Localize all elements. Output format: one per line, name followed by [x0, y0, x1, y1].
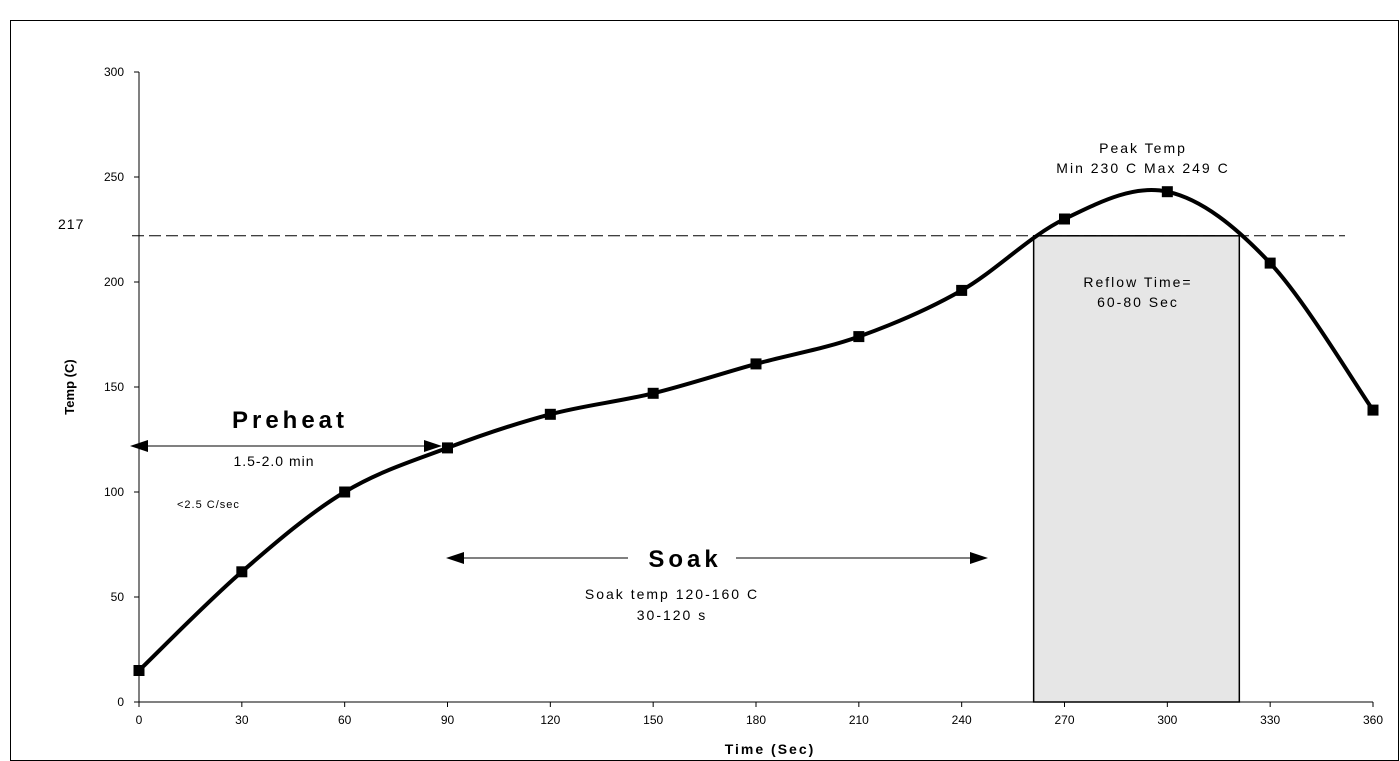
soak-arrow-left-head — [446, 552, 464, 564]
x-tick-label: 90 — [441, 713, 455, 727]
reflow-time-range: 60-80 Sec — [1097, 294, 1179, 310]
x-tick-label: 330 — [1260, 713, 1280, 727]
data-point — [1161, 186, 1173, 198]
x-tick-label: 120 — [540, 713, 560, 727]
x-tick-label: 210 — [849, 713, 869, 727]
data-point — [1367, 404, 1379, 416]
data-point — [133, 665, 145, 676]
reflow-time-label: Reflow Time= — [1083, 274, 1192, 290]
data-point — [853, 331, 865, 343]
soak-title: Soak — [648, 546, 721, 573]
peak-temp-range: Min 230 C Max 249 C — [1056, 160, 1229, 176]
reference-line-label: 217 — [58, 216, 84, 232]
preheat-arrow-right-head — [424, 440, 442, 452]
y-axis-title: Temp (C) — [62, 359, 77, 414]
data-point — [544, 408, 556, 420]
x-tick-label: 240 — [952, 713, 972, 727]
y-tick-label: 250 — [104, 170, 124, 184]
x-tick-label: 60 — [338, 713, 352, 727]
y-tick-label: 50 — [111, 590, 125, 604]
data-point — [236, 566, 248, 578]
y-tick-label: 300 — [104, 65, 124, 79]
x-tick-label: 0 — [136, 713, 143, 727]
data-point — [1059, 213, 1070, 225]
preheat-duration: 1.5-2.0 min — [233, 453, 314, 469]
x-axis-title: Time (Sec) — [725, 741, 816, 757]
peak-temp-title: Peak Temp — [1099, 140, 1187, 156]
data-point-markers — [133, 186, 1379, 676]
x-tick-label: 270 — [1054, 713, 1074, 727]
soak-arrow-right-head — [970, 552, 988, 564]
x-tick-label: 180 — [746, 713, 766, 727]
x-tick-label: 360 — [1363, 713, 1383, 727]
soak-temp: Soak temp 120-160 C — [585, 586, 759, 602]
x-tick-label: 300 — [1157, 713, 1177, 727]
data-point — [339, 486, 351, 498]
y-tick-label: 0 — [117, 695, 124, 709]
data-point — [647, 387, 659, 399]
x-axis-ticks: 0 30 60 90 120 150 180 210 240 270 300 330 360 — [136, 702, 1383, 727]
preheat-title: Preheat — [232, 407, 348, 434]
soak-duration: 30-120 s — [637, 607, 707, 623]
data-point — [956, 284, 968, 296]
y-axis-ticks: 0 50 100 150 200 250 300 — [104, 65, 139, 709]
y-tick-label: 150 — [104, 380, 124, 394]
x-tick-label: 30 — [235, 713, 249, 727]
y-tick-label: 100 — [104, 485, 124, 499]
preheat-arrow-left-head — [130, 440, 148, 452]
data-point — [750, 358, 762, 370]
x-tick-label: 150 — [643, 713, 663, 727]
data-point — [1264, 257, 1276, 269]
data-point — [442, 442, 453, 454]
preheat-rate: <2.5 C/sec — [177, 499, 240, 511]
y-tick-label: 200 — [104, 275, 124, 289]
